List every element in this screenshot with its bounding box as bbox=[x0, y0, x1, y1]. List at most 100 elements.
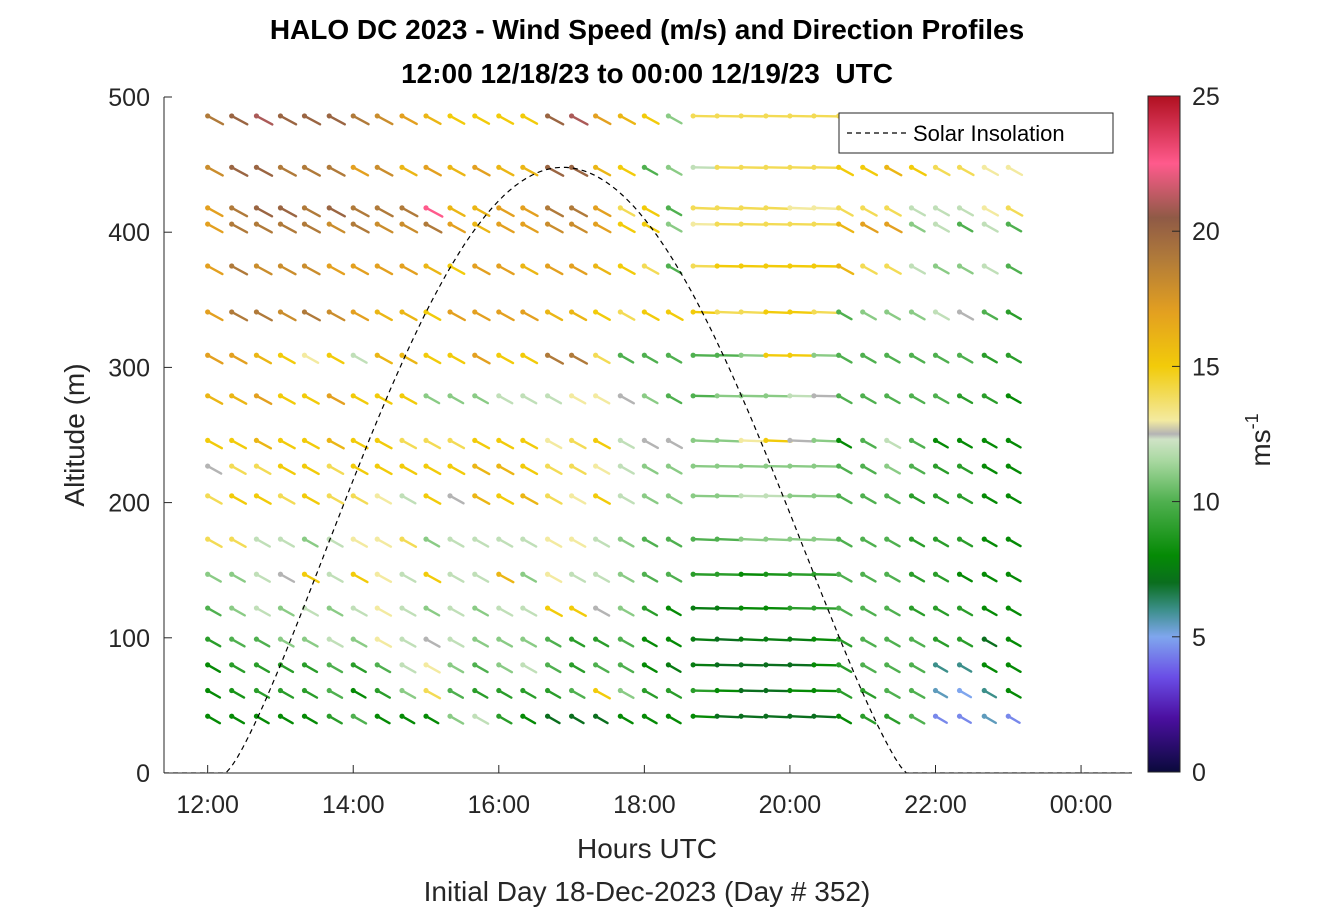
wind-barb bbox=[205, 662, 222, 673]
wind-barb bbox=[956, 205, 975, 217]
wind-barb bbox=[423, 687, 442, 700]
wind-barb bbox=[860, 309, 877, 321]
wind-barb bbox=[641, 536, 659, 548]
wind-barb bbox=[690, 352, 718, 358]
wind-barb bbox=[472, 205, 491, 217]
wind-barb bbox=[787, 493, 815, 499]
wind-barb bbox=[592, 636, 610, 648]
wind-barb bbox=[836, 605, 853, 617]
wind-barb bbox=[1005, 636, 1022, 648]
wind-barb bbox=[472, 662, 489, 674]
wind-barb bbox=[374, 263, 394, 276]
wind-barb bbox=[811, 221, 841, 227]
wind-barb bbox=[229, 309, 249, 322]
wind-barb bbox=[932, 536, 950, 548]
colorbar-ticks: 0 5 10 15 20 25 bbox=[1172, 83, 1220, 787]
wind-barb bbox=[787, 571, 814, 577]
y-tick-label: 500 bbox=[108, 84, 150, 112]
wind-barb bbox=[520, 113, 539, 125]
wind-barb bbox=[956, 164, 975, 177]
wind-barb bbox=[447, 662, 465, 674]
wind-barb bbox=[229, 393, 248, 405]
wind-barb bbox=[811, 636, 838, 642]
wind-barb bbox=[253, 463, 272, 475]
wind-barb bbox=[568, 463, 587, 475]
x-tick-label: 18:00 bbox=[613, 791, 676, 819]
wind-barb bbox=[617, 687, 635, 700]
wind-barb bbox=[205, 393, 224, 405]
colorbar-label: ms-1 bbox=[1242, 413, 1276, 466]
wind-barb bbox=[787, 393, 816, 399]
wind-barb bbox=[374, 605, 393, 617]
wind-barb bbox=[738, 221, 768, 227]
wind-barb bbox=[641, 393, 659, 405]
wind-barb bbox=[860, 164, 879, 177]
wind-barb bbox=[811, 713, 837, 719]
wind-barb bbox=[520, 605, 538, 617]
wind-barb bbox=[714, 263, 744, 269]
wind-barb bbox=[568, 221, 588, 234]
wind-barb bbox=[592, 205, 612, 218]
wind-barb bbox=[423, 263, 442, 276]
wind-barb bbox=[690, 493, 718, 499]
wind-barb bbox=[301, 164, 321, 177]
wind-barb bbox=[617, 263, 636, 275]
wind-barb bbox=[592, 571, 611, 583]
wind-barb bbox=[301, 463, 320, 476]
wind-barb bbox=[665, 113, 683, 125]
wind-barb bbox=[229, 263, 249, 276]
wind-barb bbox=[665, 493, 683, 505]
wind-barb bbox=[811, 393, 840, 399]
wind-barb bbox=[860, 205, 878, 217]
wind-barb bbox=[787, 536, 815, 542]
wind-barb bbox=[423, 571, 442, 584]
wind-barb bbox=[1005, 463, 1022, 475]
wind-barb bbox=[981, 352, 998, 364]
wind-barb bbox=[836, 393, 853, 405]
wind-barb bbox=[374, 571, 393, 584]
wind-barb bbox=[836, 437, 853, 449]
wind-barb bbox=[568, 571, 587, 583]
wind-barb bbox=[447, 536, 465, 548]
wind-barb bbox=[350, 493, 369, 505]
wind-barb bbox=[714, 571, 741, 577]
wind-barb bbox=[544, 113, 565, 126]
wind-barb bbox=[229, 352, 248, 365]
wind-barb bbox=[229, 571, 246, 583]
wind-barb bbox=[836, 309, 853, 321]
wind-barb bbox=[908, 164, 927, 177]
wind-barb bbox=[447, 571, 465, 583]
wind-barb bbox=[592, 493, 611, 505]
wind-barb bbox=[326, 463, 345, 475]
wind-barb bbox=[301, 713, 318, 725]
wind-barb bbox=[714, 205, 744, 211]
wind-barb bbox=[326, 687, 344, 699]
wind-barb bbox=[763, 309, 793, 315]
wind-barb bbox=[447, 493, 465, 505]
wind-barb bbox=[787, 113, 817, 119]
wind-barb bbox=[617, 493, 635, 505]
wind-barb bbox=[447, 636, 465, 648]
y-tick-label: 300 bbox=[108, 354, 150, 382]
wind-barb bbox=[641, 687, 659, 699]
wind-barb bbox=[932, 352, 950, 364]
wind-barb bbox=[811, 536, 839, 542]
wind-barb bbox=[665, 205, 683, 217]
wind-barb bbox=[956, 437, 973, 449]
wind-barb bbox=[956, 687, 973, 699]
wind-barb bbox=[617, 164, 636, 177]
wind-barb bbox=[350, 463, 369, 476]
wind-barb bbox=[981, 263, 999, 275]
wind-barb bbox=[956, 536, 974, 548]
y-axis-label: Altitude (m) bbox=[59, 363, 90, 506]
wind-barb bbox=[860, 263, 878, 275]
wind-barb bbox=[1005, 687, 1022, 699]
wind-barb bbox=[665, 571, 683, 583]
wind-barb bbox=[932, 221, 951, 233]
wind-barb bbox=[665, 309, 684, 321]
wind-barb bbox=[277, 205, 298, 218]
wind-barb bbox=[884, 437, 902, 450]
wind-barb bbox=[277, 687, 295, 699]
wind-barb bbox=[665, 636, 682, 648]
wind-barb bbox=[544, 493, 563, 505]
